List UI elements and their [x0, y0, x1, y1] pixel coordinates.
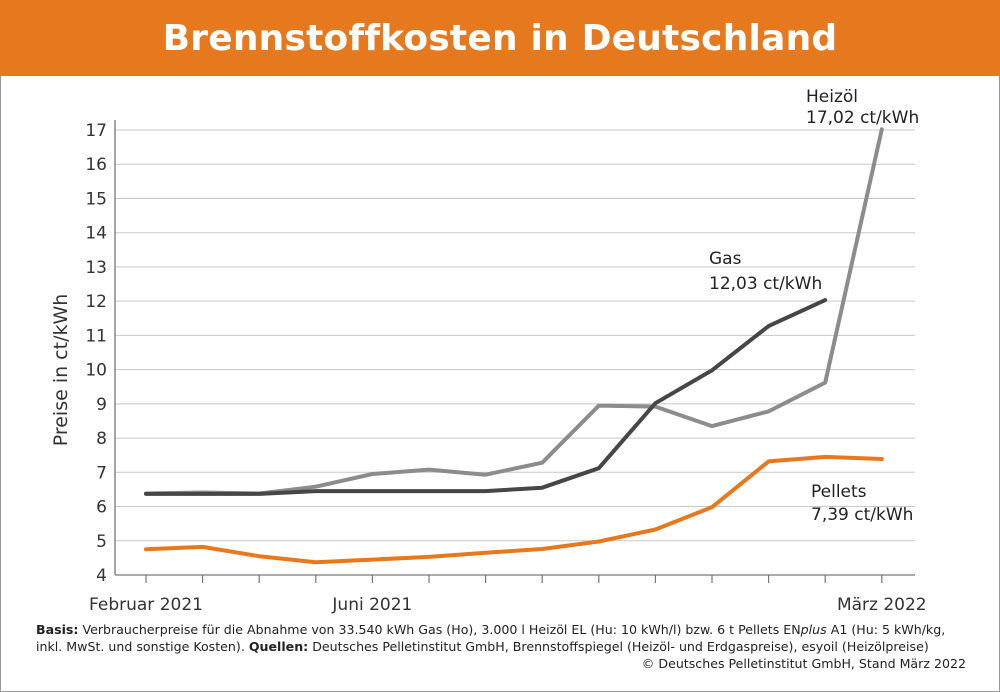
chart-title: Brennstoffkosten in Deutschland — [162, 17, 838, 59]
footnote: Basis: Verbraucherpreise für die Abnahme… — [36, 621, 966, 672]
y-tick-label: 11 — [85, 326, 107, 346]
series-name-gas: Gas — [709, 249, 742, 269]
y-tick-label: 7 — [96, 463, 107, 483]
footnote-line-1: Basis: Verbraucherpreise für die Abnahme… — [36, 621, 966, 638]
x-tick-label: Juni 2021 — [331, 595, 412, 615]
y-tick-labels: 4 5 6 7 8 9 10 11 12 13 14 15 16 17 — [85, 121, 107, 586]
y-tick-label: 10 — [85, 361, 107, 381]
basis-text: Verbraucherpreise für die Abnahme von 33… — [78, 622, 801, 637]
basis-label: Basis: — [36, 622, 79, 637]
y-tick-label: 17 — [85, 121, 107, 141]
y-tick-label: 6 — [96, 498, 107, 518]
series-line-gas — [144, 298, 828, 496]
sources-text: Deutsches Pelletinstitut GmbH, Brennstof… — [308, 639, 929, 654]
gridlines — [115, 129, 915, 542]
sources-label: Quellen: — [248, 639, 309, 654]
series-name-heizoel: Heizöl — [806, 87, 858, 107]
y-tick-label: 5 — [96, 532, 107, 552]
series-name-pellets: Pellets — [811, 482, 867, 502]
copyright: © Deutsches Pelletinstitut GmbH, Stand M… — [641, 656, 966, 671]
basis-text-3: inkl. MwSt. und sonstige Kosten). — [36, 639, 249, 654]
y-tick-label: 16 — [85, 155, 107, 175]
series-value-gas: 12,03 ct/kWh — [709, 274, 822, 294]
y-axis-label: Preise in ct/kWh — [50, 294, 72, 447]
axes — [114, 120, 915, 583]
y-tick-label: 14 — [85, 224, 107, 244]
x-tick-label: März 2022 — [837, 595, 927, 615]
y-tick-label: 13 — [85, 258, 107, 278]
y-tick-label: 15 — [85, 189, 107, 209]
x-tick-labels: Februar 2021 Juni 2021 März 2022 — [89, 595, 927, 615]
y-tick-label: 9 — [96, 395, 107, 415]
series-value-pellets: 7,39 ct/kWh — [811, 505, 913, 525]
series-value-heizoel: 17,02 ct/kWh — [806, 108, 919, 128]
basis-text-2: A1 (Hu: 5 kWh/kg, — [826, 622, 946, 637]
series-lines — [144, 127, 884, 565]
y-tick-label: 4 — [96, 566, 107, 586]
enplus-italic: plus — [800, 622, 827, 637]
y-tick-label: 8 — [96, 429, 107, 449]
series-line-heizoel — [144, 127, 884, 496]
title-banner: Brennstoffkosten in Deutschland — [0, 0, 1000, 76]
footnote-line-2: inkl. MwSt. und sonstige Kosten). Quelle… — [36, 638, 966, 655]
series-line-pellets — [144, 454, 884, 565]
y-tick-label: 12 — [85, 292, 107, 312]
x-tick-label: Februar 2021 — [89, 595, 203, 615]
